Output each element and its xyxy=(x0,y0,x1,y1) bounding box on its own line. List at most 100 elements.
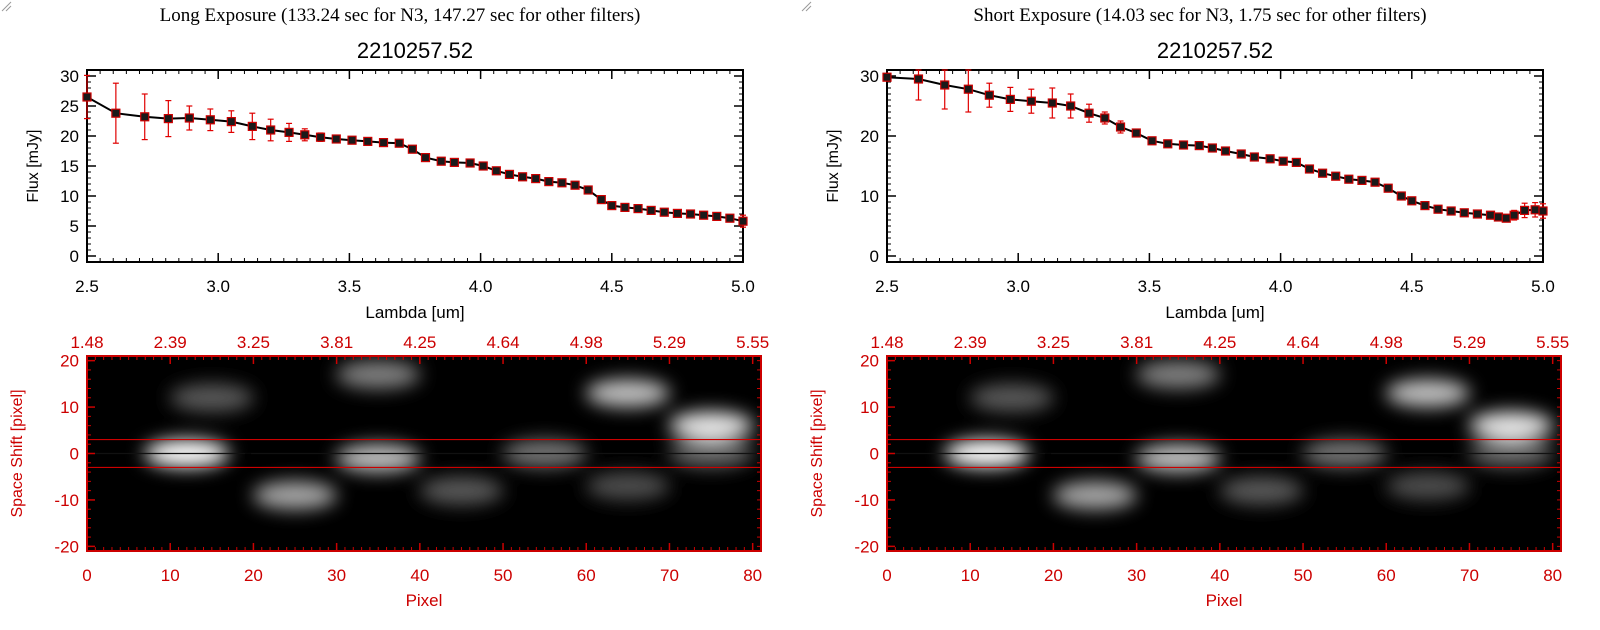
wavelength-tick-label: 3.81 xyxy=(320,333,353,352)
image-x-tick-label: 50 xyxy=(494,566,513,585)
data-point xyxy=(1485,210,1496,220)
data-point xyxy=(1265,154,1275,164)
data-point xyxy=(331,134,341,144)
wavelength-tick-label: 4.64 xyxy=(487,333,520,352)
data-point xyxy=(1304,164,1315,174)
resize-grip-icon[interactable] xyxy=(800,0,812,12)
image-y-axis-label: Space Shift [pixel] xyxy=(809,389,826,517)
emission-blob xyxy=(969,383,1054,412)
emission-blob xyxy=(1385,472,1470,500)
data-point xyxy=(163,113,173,124)
data-point xyxy=(436,156,446,166)
data-point xyxy=(1291,157,1301,167)
emission-blob xyxy=(1136,360,1221,389)
wavelength-tick-label: 4.98 xyxy=(1370,333,1403,352)
wavelength-tick-label: 3.25 xyxy=(237,333,270,352)
data-point xyxy=(1194,141,1204,151)
data-point xyxy=(205,115,215,125)
data-point xyxy=(226,116,236,127)
data-point xyxy=(491,166,501,176)
data-point xyxy=(1163,139,1173,149)
wavelength-tick-label: 2.39 xyxy=(154,333,187,352)
image-y-tick-label: 10 xyxy=(860,398,879,417)
long-exposure-panel: Long Exposure (133.24 sec for N3, 147.27… xyxy=(0,0,769,610)
image-x-tick-label: 0 xyxy=(882,566,891,585)
data-point xyxy=(531,174,541,184)
resize-grip-icon[interactable] xyxy=(0,0,12,12)
data-point xyxy=(1278,156,1288,166)
x-tick-label: 2.5 xyxy=(75,277,99,296)
data-point xyxy=(672,208,683,218)
image-x-tick-label: 30 xyxy=(1127,566,1146,585)
data-point xyxy=(1317,168,1328,178)
spectrum-title: 2210257.52 xyxy=(357,38,473,63)
image-x-tick-label: 10 xyxy=(161,566,180,585)
data-point xyxy=(378,138,389,148)
emission-blob xyxy=(1053,481,1138,510)
data-point xyxy=(1493,212,1503,222)
emission-blob xyxy=(1385,379,1470,408)
emission-blob xyxy=(253,481,338,510)
spectrum-frame xyxy=(86,69,744,263)
short-exposure-charts: 2210257.52 2.5 3.0 3.5 4.0 4.5 5.0 0 10 20 30 Lambd… xyxy=(809,38,1569,610)
emission-blob xyxy=(669,411,754,440)
data-point xyxy=(347,135,357,145)
y-tick-label: 0 xyxy=(870,247,879,266)
image-y-tick-label: 0 xyxy=(70,445,79,464)
spectrum-image xyxy=(87,360,761,510)
spectrum-title: 2210257.52 xyxy=(1157,38,1273,63)
data-point xyxy=(712,211,722,221)
image-x-tick-label: 60 xyxy=(577,566,596,585)
y-tick-label: 20 xyxy=(60,127,79,146)
emission-blob xyxy=(1219,476,1304,505)
data-point xyxy=(1420,201,1430,211)
data-point xyxy=(557,178,567,188)
y-tick-label: 25 xyxy=(60,97,79,116)
data-point xyxy=(394,138,404,148)
wavelength-tick-label: 4.25 xyxy=(403,333,436,352)
image-x-axis-label: Pixel xyxy=(406,591,443,610)
data-point xyxy=(1047,98,1057,108)
image-x-tick-label: 70 xyxy=(660,566,679,585)
image-x-tick-label: 30 xyxy=(327,566,346,585)
image-y-tick-label: -20 xyxy=(854,537,879,556)
data-point xyxy=(725,213,735,223)
data-point xyxy=(940,80,950,90)
x-axis-label: Lambda [um] xyxy=(1165,303,1264,322)
wavelength-tick-label: 3.81 xyxy=(1120,333,1153,352)
data-point xyxy=(1026,96,1036,106)
data-point xyxy=(504,169,515,179)
short-exposure-title: Short Exposure (14.03 sec for N3, 1.75 s… xyxy=(973,5,1427,26)
y-tick-label: 10 xyxy=(860,187,879,206)
x-tick-label: 3.0 xyxy=(1006,277,1030,296)
data-point xyxy=(570,180,580,190)
data-point xyxy=(882,72,892,82)
data-point xyxy=(544,177,554,187)
data-point xyxy=(266,125,276,135)
image-x-tick-label: 80 xyxy=(1543,566,1562,585)
data-point xyxy=(247,121,257,132)
x-tick-label: 3.5 xyxy=(338,277,362,296)
data-point xyxy=(1100,113,1110,123)
data-point xyxy=(517,172,528,182)
data-point xyxy=(1407,196,1417,206)
data-point xyxy=(1220,146,1231,156)
y-tick-label: 30 xyxy=(860,67,879,86)
data-point xyxy=(984,90,994,100)
data-point xyxy=(646,205,656,215)
data-point xyxy=(1178,140,1189,150)
data-point xyxy=(583,185,593,195)
data-point xyxy=(963,84,973,94)
wavelength-tick-label: 1.48 xyxy=(870,333,903,352)
data-point xyxy=(633,204,643,214)
y-tick-label: 30 xyxy=(60,67,79,86)
image-y-tick-label: -10 xyxy=(54,491,79,510)
data-point xyxy=(184,113,194,123)
image-y-tick-label: -20 xyxy=(54,537,79,556)
data-point xyxy=(1530,205,1540,215)
data-point xyxy=(407,144,417,154)
wavelength-tick-label: 5.55 xyxy=(736,333,769,352)
data-point xyxy=(659,207,669,217)
data-point xyxy=(315,132,326,142)
data-point xyxy=(1066,101,1076,111)
